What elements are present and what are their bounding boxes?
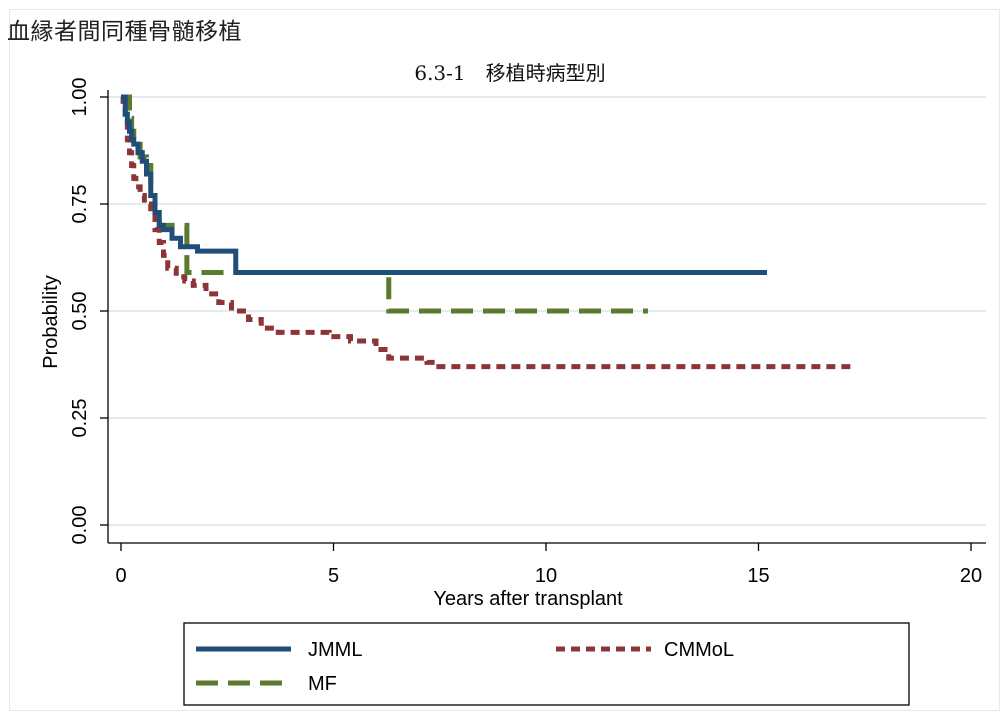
x-tick-label: 0 <box>115 565 126 587</box>
legend: JMML CMMoL MF <box>183 622 910 706</box>
chart-frame <box>9 9 1000 711</box>
y-tick-label: 0.50 <box>69 292 91 331</box>
legend-label-jmml: JMML <box>308 639 362 661</box>
x-axis-label: Years after transplant <box>433 588 623 610</box>
axes: 0.00 0.25 0.50 0.75 1.00 0 5 10 15 20 <box>69 78 986 587</box>
y-tick-label: 0.75 <box>69 185 91 224</box>
series-lines <box>120 94 852 370</box>
x-tick-label: 10 <box>535 565 557 587</box>
legend-box <box>183 622 910 706</box>
y-axis-label: Probability <box>40 275 62 368</box>
legend-label-cmmol: CMMoL <box>664 639 734 661</box>
x-tick-label: 15 <box>747 565 769 587</box>
y-tick-label: 1.00 <box>69 78 91 117</box>
legend-label-mf: MF <box>308 673 337 695</box>
x-tick-label: 20 <box>960 565 982 587</box>
grid-lines <box>108 96 986 526</box>
series-line-cmmol <box>120 94 852 370</box>
y-tick-label: 0.00 <box>69 506 91 545</box>
chart-title: 6.3-1 移植時病型別 <box>414 61 605 85</box>
y-tick-label: 0.25 <box>69 399 91 438</box>
x-tick-label: 5 <box>328 565 339 587</box>
page-header-title: 血縁者間同種骨髄移植 <box>7 19 242 45</box>
series-line-jmml <box>121 94 767 275</box>
